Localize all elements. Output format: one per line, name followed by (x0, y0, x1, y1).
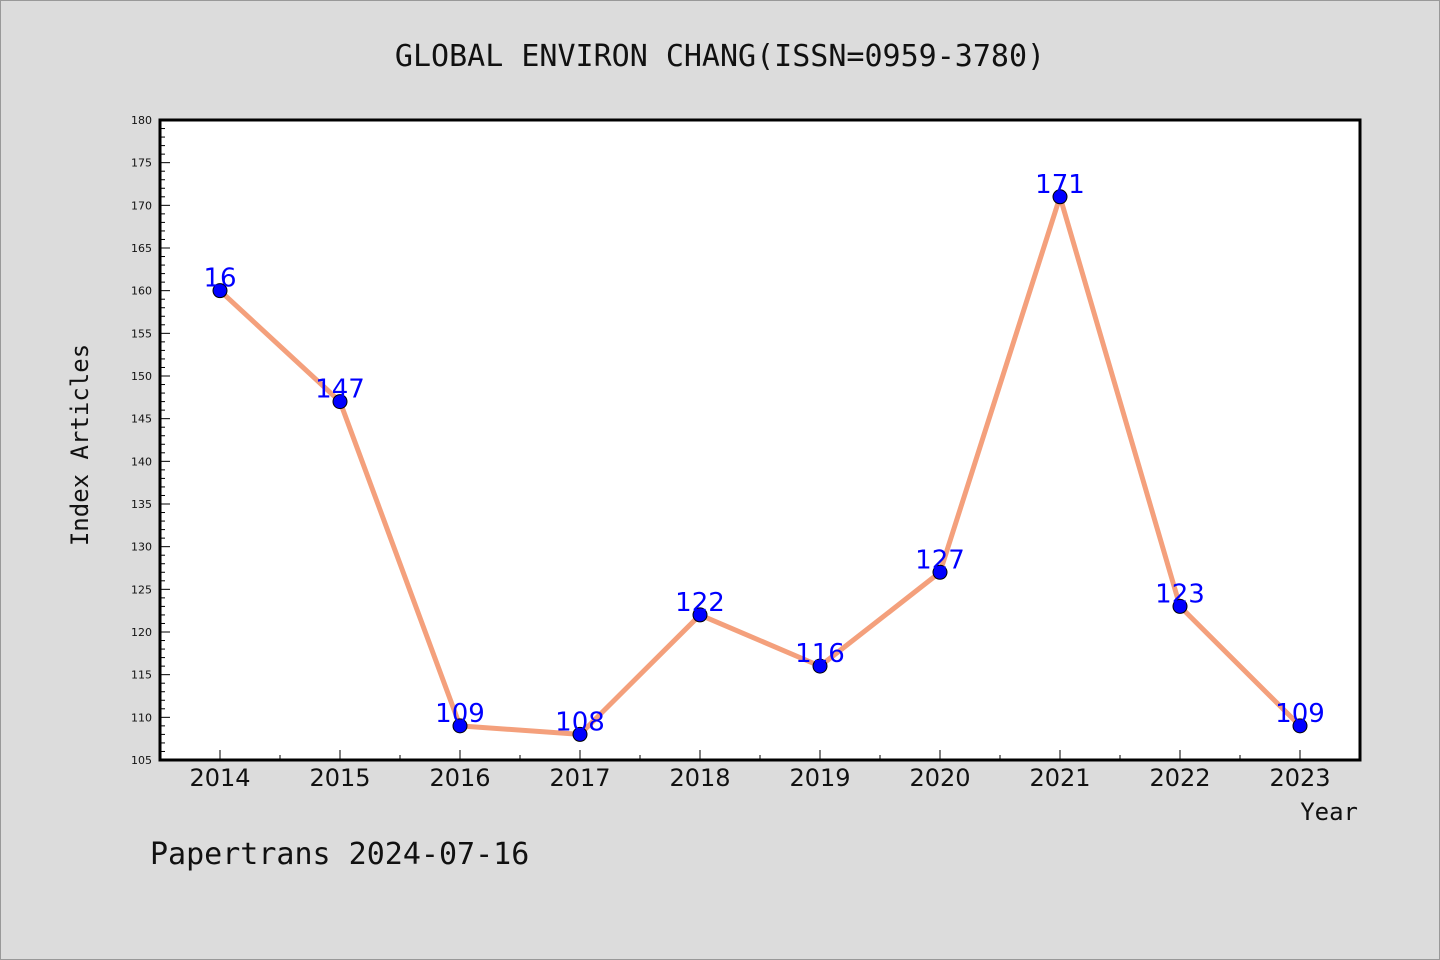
x-tick-label: 2021 (1029, 764, 1090, 792)
y-tick-label: 150 (131, 370, 152, 383)
chart-title: GLOBAL ENVIRON CHANG(ISSN=0959-3780) (395, 39, 1045, 74)
x-tick-label: 2018 (669, 764, 730, 792)
data-point (932, 564, 948, 580)
x-tick-label: 2022 (1149, 764, 1210, 792)
y-tick-label: 135 (131, 498, 152, 511)
x-axis: 2014 2015 2016 2017 2018 2019 2020 2021 2022 2023 (189, 750, 1361, 792)
y-tick-label: 175 (131, 157, 152, 170)
y-tick-label: 140 (131, 455, 152, 468)
y-tick-label: 160 (131, 285, 152, 298)
y-axis-label: Index Articles (66, 344, 94, 546)
x-tick-label: 2019 (789, 764, 850, 792)
data-label: 123 (1155, 579, 1205, 609)
x-tick-label: 2023 (1269, 764, 1330, 792)
data-label: 16 (203, 264, 236, 294)
data-label: 171 (1035, 170, 1085, 200)
data-point (1052, 189, 1068, 205)
data-point (212, 283, 228, 299)
data-label: 109 (1275, 699, 1325, 729)
data-label: 116 (795, 639, 845, 669)
data-point (332, 394, 348, 410)
y-tick-label: 130 (131, 541, 152, 554)
series-layer: 16 147 109 108 122 116 127 171 123 109 (203, 170, 1325, 742)
y-tick-label: 165 (131, 242, 152, 255)
data-point (692, 607, 708, 623)
y-tick-label: 120 (131, 626, 152, 639)
y-tick-label: 110 (131, 711, 152, 724)
y-tick-label: 180 (131, 114, 152, 127)
data-label: 127 (915, 545, 965, 575)
x-tick-label: 2016 (429, 764, 490, 792)
data-label: 147 (315, 375, 365, 405)
x-axis-label: Year (1300, 798, 1358, 826)
data-point (1172, 598, 1188, 614)
x-tick-label: 2014 (189, 764, 250, 792)
footer-credit: Papertrans 2024-07-16 (150, 837, 529, 872)
y-tick-label: 115 (131, 669, 152, 682)
data-point (452, 718, 468, 734)
data-label: 122 (675, 588, 725, 618)
data-point (812, 658, 828, 674)
x-tick-label: 2020 (909, 764, 970, 792)
y-tick-label: 125 (131, 583, 152, 596)
y-tick-label: 105 (131, 754, 152, 767)
plot-area (158, 118, 1362, 762)
y-tick-label: 145 (131, 413, 152, 426)
data-point (572, 726, 588, 742)
series-line (218, 194, 1302, 737)
data-point (1292, 718, 1308, 734)
y-tick-label: 155 (131, 327, 152, 340)
x-tick-label: 2017 (549, 764, 610, 792)
data-label: 108 (555, 707, 605, 737)
y-tick-label: 170 (131, 199, 152, 212)
x-tick-label: 2015 (309, 764, 370, 792)
data-label: 109 (435, 699, 485, 729)
y-axis: 105 110 115 120 125 130 135 140 145 150 155 160 165 1… (131, 114, 170, 767)
